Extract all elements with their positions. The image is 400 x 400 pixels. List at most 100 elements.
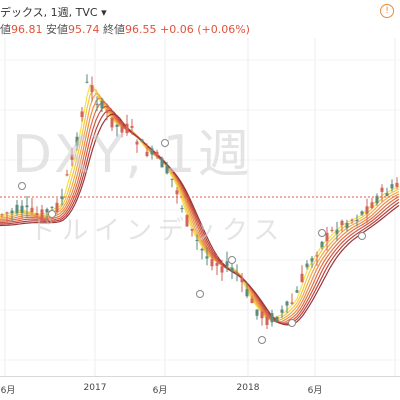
candle-body <box>105 110 109 113</box>
candle-body <box>235 273 239 275</box>
candle-body <box>10 210 14 214</box>
candle-body <box>330 229 334 231</box>
candle-body <box>170 178 174 180</box>
candle-body <box>390 184 394 189</box>
candle-body <box>65 174 69 176</box>
ema-line <box>0 97 400 323</box>
candle-body <box>250 298 254 304</box>
candle-body <box>125 123 129 134</box>
event-marker <box>358 232 366 240</box>
candle-body <box>180 207 184 210</box>
candle-body <box>220 266 224 273</box>
candle-body <box>295 290 299 293</box>
candle-body <box>0 214 4 216</box>
candle-body <box>240 277 244 283</box>
candle-body <box>265 316 269 326</box>
candle-body <box>45 209 49 213</box>
candle-body <box>360 211 364 215</box>
candle-body <box>255 309 259 316</box>
candle-body <box>200 248 204 251</box>
candle-body <box>335 229 339 234</box>
candle-body <box>280 309 284 313</box>
open-label: 値 <box>0 23 11 36</box>
candle-body <box>315 255 319 257</box>
candle-body <box>305 263 309 268</box>
candle-body <box>355 219 359 222</box>
candle-body <box>380 187 384 192</box>
candle-body <box>190 228 194 231</box>
event-marker <box>318 229 326 237</box>
candle-body <box>100 101 104 109</box>
candle-body <box>95 103 99 105</box>
x-tick-label: 6月 <box>307 386 323 396</box>
candle-body <box>30 207 34 213</box>
candle-body <box>300 273 304 283</box>
candle-body <box>260 311 264 319</box>
candle-body <box>55 202 59 212</box>
candle-body <box>85 81 89 83</box>
symbol-title[interactable]: デックス, 1週, TVC <box>0 6 98 19</box>
close-label: 終値 <box>103 23 125 36</box>
event-marker <box>228 256 236 264</box>
candle-body <box>350 219 354 221</box>
candle-body <box>115 124 119 127</box>
x-tick-label: 2018 <box>236 383 260 393</box>
candle-body <box>90 85 94 93</box>
candle-body <box>80 111 84 118</box>
candle-body <box>345 223 349 228</box>
candle-body <box>195 239 199 241</box>
candle-body <box>155 151 159 156</box>
ema-line <box>0 84 400 320</box>
candle-body <box>325 232 329 242</box>
ema-line <box>0 109 400 326</box>
low-value: 95.74 <box>68 23 100 36</box>
candle-body <box>285 301 289 306</box>
ema-line <box>0 92 400 322</box>
event-marker <box>161 139 169 147</box>
x-tick-label: 6月 <box>0 386 16 396</box>
ema-line <box>0 105 400 325</box>
x-tick-label: 6月 <box>152 386 168 396</box>
candle-body <box>70 154 74 160</box>
candle-body <box>210 259 214 267</box>
event-marker <box>258 336 266 344</box>
event-marker <box>18 182 26 190</box>
candle-body <box>130 126 134 128</box>
info-icon[interactable]: ! <box>380 4 394 18</box>
candle-body <box>340 220 344 226</box>
candle-body <box>205 256 209 259</box>
candle-body <box>15 204 19 213</box>
candle-body <box>140 139 144 142</box>
x-tick-label: 2017 <box>83 383 107 393</box>
candle-body <box>75 136 79 146</box>
candle-body <box>50 206 54 208</box>
ema-line <box>0 101 400 324</box>
candle-body <box>320 241 324 248</box>
candle-body <box>375 195 379 204</box>
candle-body <box>5 212 9 214</box>
candle-body <box>290 302 294 304</box>
candle-body <box>270 313 274 323</box>
candle-body <box>35 213 39 215</box>
candle-body <box>40 209 44 221</box>
candle-body <box>60 196 64 200</box>
candle-body <box>25 205 29 208</box>
candle-body <box>150 148 154 155</box>
symbol-header[interactable]: デックス, 1週, TVC ▾ <box>0 4 107 20</box>
candle-body <box>310 258 314 262</box>
close-value: 96.55 <box>125 23 157 36</box>
event-marker <box>48 210 56 218</box>
candle-body <box>215 262 219 266</box>
candle-body <box>395 182 399 187</box>
event-marker <box>288 319 296 327</box>
candle-body <box>175 190 179 195</box>
ema-line <box>0 88 400 321</box>
low-label: 安値 <box>46 23 68 36</box>
candle-body <box>385 193 389 196</box>
x-axis-line <box>0 376 400 377</box>
candle-body <box>145 151 149 156</box>
chevron-down-icon[interactable]: ▾ <box>101 6 107 19</box>
event-marker <box>196 290 204 298</box>
candle-body <box>20 205 24 213</box>
